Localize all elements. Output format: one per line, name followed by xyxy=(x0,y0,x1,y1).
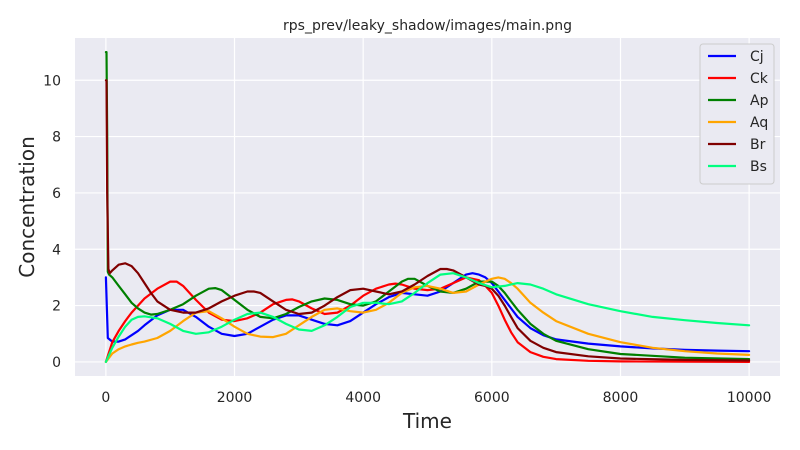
x-tick-label: 4000 xyxy=(345,390,381,406)
y-tick-label: 4 xyxy=(52,242,61,258)
legend-label-ap: Ap xyxy=(750,93,769,109)
series-line-ap xyxy=(104,50,751,361)
legend-label-bs: Bs xyxy=(750,159,767,175)
chart-title: rps_prev/leaky_shadow/images/main.png xyxy=(283,18,572,34)
y-tick-label: 6 xyxy=(52,186,61,202)
series-layer xyxy=(104,50,751,363)
series-line-ck xyxy=(104,276,751,363)
x-axis-label: Time xyxy=(402,409,452,433)
legend-label-ck: Ck xyxy=(750,71,769,87)
x-tick-label: 0 xyxy=(101,390,110,406)
x-tick-label: 6000 xyxy=(474,390,510,406)
legend-label-cj: Cj xyxy=(750,49,764,65)
series-line-bs xyxy=(104,272,751,363)
y-tick-label: 8 xyxy=(52,130,61,146)
legend: Cj Ck Ap Aq Br Bs xyxy=(699,43,775,185)
y-axis-label: Concentration xyxy=(15,136,39,277)
series-line-cj xyxy=(104,272,751,353)
series-line-br xyxy=(104,79,751,362)
y-tick-label: 10 xyxy=(43,73,61,89)
x-tick-label: 2000 xyxy=(217,390,253,406)
legend-label-aq: Aq xyxy=(750,115,768,131)
legend-label-br: Br xyxy=(750,137,766,153)
y-tick-label: 0 xyxy=(52,355,61,371)
x-tick-label: 10000 xyxy=(727,390,772,406)
y-tick-label: 2 xyxy=(52,299,61,315)
x-axis-ticks: 0 2000 4000 6000 8000 10000 xyxy=(101,390,771,406)
y-axis-ticks: 0 2 4 6 8 10 xyxy=(43,73,61,371)
plot-area xyxy=(75,38,780,376)
series-line-aq xyxy=(104,276,751,363)
x-tick-label: 8000 xyxy=(603,390,639,406)
